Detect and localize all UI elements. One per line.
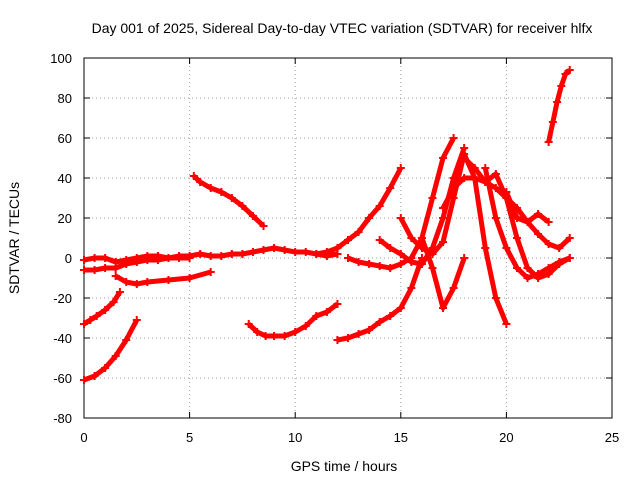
y-tick-label: 40	[58, 171, 72, 186]
x-tick-label: 5	[186, 430, 193, 445]
data-point	[80, 266, 88, 274]
x-tick-label: 15	[394, 430, 408, 445]
chart: Day 001 of 2025, Sidereal Day-to-day VTE…	[0, 0, 640, 480]
chart-title: Day 001 of 2025, Sidereal Day-to-day VTE…	[92, 20, 593, 36]
data-point	[164, 276, 172, 284]
y-tick-label: 20	[58, 211, 72, 226]
y-tick-label: -60	[53, 371, 72, 386]
y-tick-label: 80	[58, 91, 72, 106]
series-arc-08	[316, 168, 401, 254]
series-arc-05	[84, 320, 137, 380]
x-tick-label: 25	[605, 430, 619, 445]
series-arc-08-markers	[312, 164, 404, 258]
x-axis-label: GPS time / hours	[291, 458, 398, 474]
x-tick-label: 10	[288, 430, 302, 445]
y-axis-label: SDTVAR / TECUs	[6, 182, 22, 294]
y-tick-label: 0	[65, 251, 72, 266]
series-arc-09	[337, 258, 422, 340]
y-tick-label: 100	[50, 51, 72, 66]
y-tick-label: -40	[53, 331, 72, 346]
series-arc-18	[549, 70, 570, 142]
x-tick-label: 0	[80, 430, 87, 445]
y-tick-label: -20	[53, 291, 72, 306]
data-series	[80, 66, 574, 384]
y-tick-label: -80	[53, 411, 72, 426]
series-arc-01-markers	[80, 244, 341, 266]
data-point	[270, 332, 278, 340]
y-tick-label: 60	[58, 131, 72, 146]
x-tick-label: 20	[499, 430, 513, 445]
